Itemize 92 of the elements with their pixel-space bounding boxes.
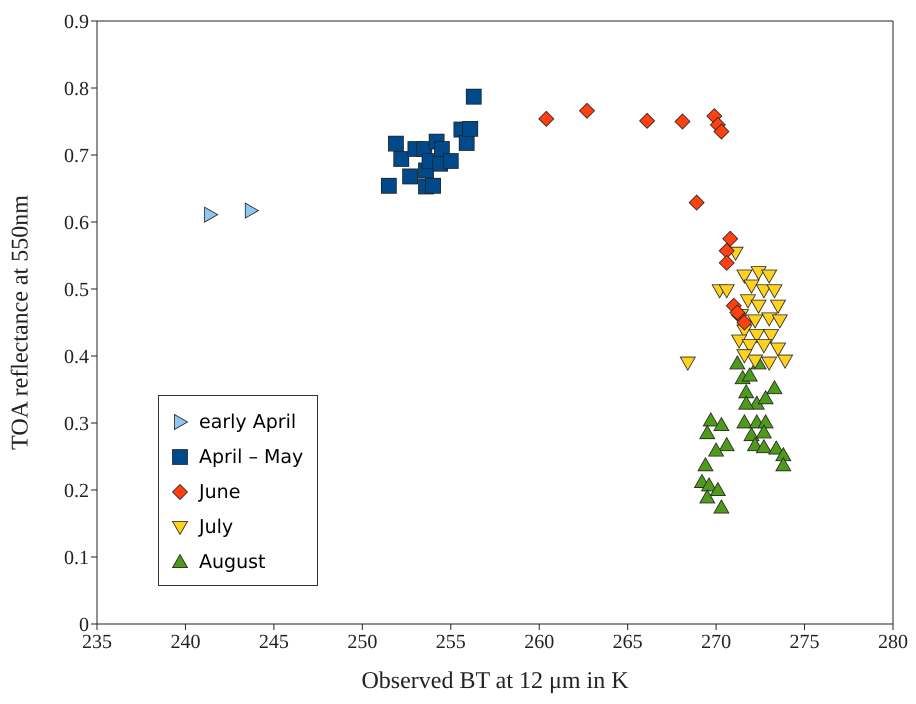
x-tick-label: 270 (701, 631, 732, 654)
x-tick-label: 280 (878, 631, 908, 654)
y-axis-title: TOA reflectance at 550nm (8, 194, 34, 450)
point (761, 312, 778, 326)
point (442, 153, 459, 169)
point (747, 314, 763, 328)
point (244, 202, 259, 219)
legend-label: July (199, 516, 234, 538)
point (758, 390, 774, 404)
point (756, 439, 772, 454)
point (680, 356, 696, 371)
point (674, 114, 690, 130)
point (718, 254, 735, 271)
point (729, 355, 746, 370)
point (748, 329, 765, 344)
point (579, 102, 595, 119)
point (729, 304, 746, 320)
point (718, 242, 735, 259)
point (763, 329, 779, 344)
point (736, 314, 752, 330)
y-tick-label: 0.3 (64, 413, 89, 436)
point (402, 168, 418, 184)
point (742, 368, 758, 382)
y-tick-label: 0.6 (64, 212, 89, 234)
point (714, 500, 730, 514)
point (770, 342, 786, 357)
x-tick-label: 265 (612, 631, 643, 654)
point (736, 349, 752, 364)
point (380, 178, 397, 194)
point (701, 477, 717, 492)
point (772, 314, 788, 328)
x-tick-label: 275 (790, 631, 820, 654)
point (702, 412, 719, 426)
point (710, 482, 726, 496)
y-tick-label: 0.2 (64, 480, 89, 502)
x-tick-label: 255 (436, 631, 466, 654)
point (698, 457, 714, 472)
y-tick-label: 0.1 (64, 547, 89, 570)
point (740, 294, 756, 308)
y-tick-label: 0.7 (64, 145, 89, 168)
x-axis-title: Observed BT at 12 μm in K (361, 668, 630, 694)
y-tick-label: 0.4 (64, 346, 89, 368)
point (777, 354, 793, 369)
point (699, 489, 716, 504)
point (538, 110, 554, 127)
point (750, 300, 766, 314)
point (775, 447, 792, 462)
point (722, 230, 738, 247)
point (699, 425, 716, 440)
x-tick-label: 260 (524, 631, 554, 654)
x-tick-label: 240 (170, 631, 200, 654)
legend-label: early April (199, 410, 296, 432)
point (388, 136, 404, 152)
point (756, 339, 772, 354)
point (718, 437, 735, 452)
point (756, 424, 772, 438)
point (425, 178, 441, 194)
point (393, 151, 410, 167)
y-tick-label: 0.8 (64, 78, 89, 100)
x-tick-label: 245 (258, 631, 289, 654)
point (462, 120, 478, 137)
point (738, 384, 754, 398)
point (775, 457, 792, 472)
point (639, 112, 656, 129)
legend-label: August (199, 550, 266, 572)
y-tick-label: 0.9 (64, 11, 89, 34)
point (731, 334, 748, 348)
x-tick-label: 235 (82, 631, 112, 654)
legend-label: April – May (199, 446, 304, 468)
point (770, 300, 786, 314)
point (761, 270, 778, 284)
point (736, 414, 752, 428)
point (750, 266, 766, 280)
point (718, 284, 735, 298)
x-tick-label: 250 (347, 631, 378, 654)
point (761, 356, 778, 371)
point (766, 380, 782, 394)
point (738, 396, 754, 410)
point (714, 417, 730, 432)
legend-label: June (199, 480, 240, 502)
point (688, 194, 705, 210)
point (466, 88, 482, 105)
point (747, 354, 763, 369)
point (744, 280, 760, 294)
point (708, 442, 724, 456)
point (458, 135, 475, 151)
point (766, 284, 782, 298)
point (714, 124, 730, 140)
point (204, 206, 218, 223)
point (736, 270, 752, 284)
y-tick-label: 0.5 (64, 279, 89, 302)
point (758, 414, 774, 428)
